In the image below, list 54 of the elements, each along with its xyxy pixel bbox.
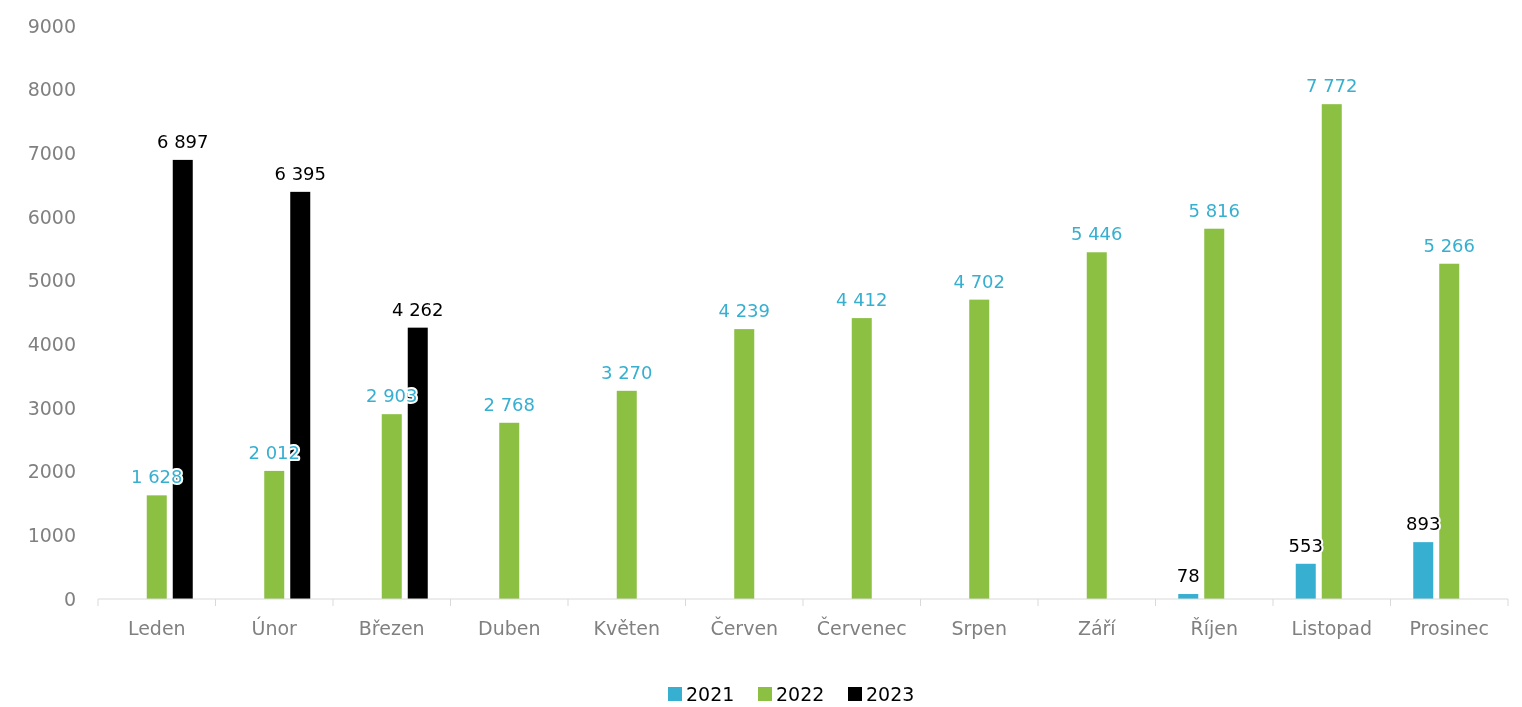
x-tick-label: Říjen <box>1190 617 1238 639</box>
data-label: 5 816 <box>1188 199 1241 221</box>
bar <box>146 495 167 599</box>
x-tick-label: Květen <box>593 617 661 639</box>
x-tick-label: Září <box>1077 617 1117 639</box>
bar <box>734 329 755 599</box>
bar <box>1413 542 1434 599</box>
y-tick-label: 2000 <box>27 460 76 483</box>
x-tick-label: Listopad <box>1291 617 1373 639</box>
data-label: 553 <box>1288 534 1323 556</box>
bar <box>1321 104 1342 599</box>
legend-label: 2022 <box>776 682 825 705</box>
data-label: 6 395 <box>274 162 327 184</box>
bar <box>1439 263 1460 599</box>
y-tick-label: 7000 <box>27 141 76 164</box>
y-tick-label: 1000 <box>27 523 76 546</box>
bar <box>499 422 520 599</box>
x-tick-label: Prosinec <box>1409 617 1489 639</box>
y-tick-label: 0 <box>63 587 76 610</box>
y-tick-label: 8000 <box>27 78 76 101</box>
y-tick-label: 9000 <box>27 14 76 37</box>
x-tick-label: Červenec <box>816 616 907 639</box>
bar <box>381 414 402 599</box>
x-tick-label: Leden <box>127 617 186 639</box>
legend-label: 2023 <box>866 682 915 705</box>
data-label: 78 <box>1176 565 1200 587</box>
data-label: 6 897 <box>156 130 209 152</box>
data-label: 893 <box>1406 513 1441 535</box>
data-label: 4 262 <box>391 298 444 320</box>
data-label: 4 702 <box>953 270 1006 292</box>
bar <box>1204 228 1225 599</box>
bar <box>1086 252 1107 599</box>
bar <box>264 470 285 599</box>
data-label: 2 768 <box>483 393 536 415</box>
y-tick-label: 6000 <box>27 205 76 228</box>
bar <box>616 390 637 599</box>
x-tick-label: Červen <box>710 616 779 639</box>
bar <box>1295 563 1316 599</box>
data-label: 7 772 <box>1305 75 1358 97</box>
data-label: 5 266 <box>1423 234 1476 256</box>
x-tick-label: Březen <box>358 617 425 639</box>
x-tick-label: Srpen <box>951 617 1008 639</box>
y-tick-label: 5000 <box>27 269 76 292</box>
legend-label: 2021 <box>686 682 735 705</box>
data-label: 4 239 <box>718 300 771 322</box>
data-label: 5 446 <box>1070 223 1123 245</box>
data-label: 3 270 <box>600 361 653 383</box>
y-tick-label: 4000 <box>27 332 76 355</box>
y-tick-label: 3000 <box>27 396 76 419</box>
x-tick-label: Duben <box>478 617 541 639</box>
bar <box>969 299 990 599</box>
x-tick-label: Únor <box>251 616 298 639</box>
data-label: 4 412 <box>835 289 888 311</box>
bar <box>851 318 872 599</box>
